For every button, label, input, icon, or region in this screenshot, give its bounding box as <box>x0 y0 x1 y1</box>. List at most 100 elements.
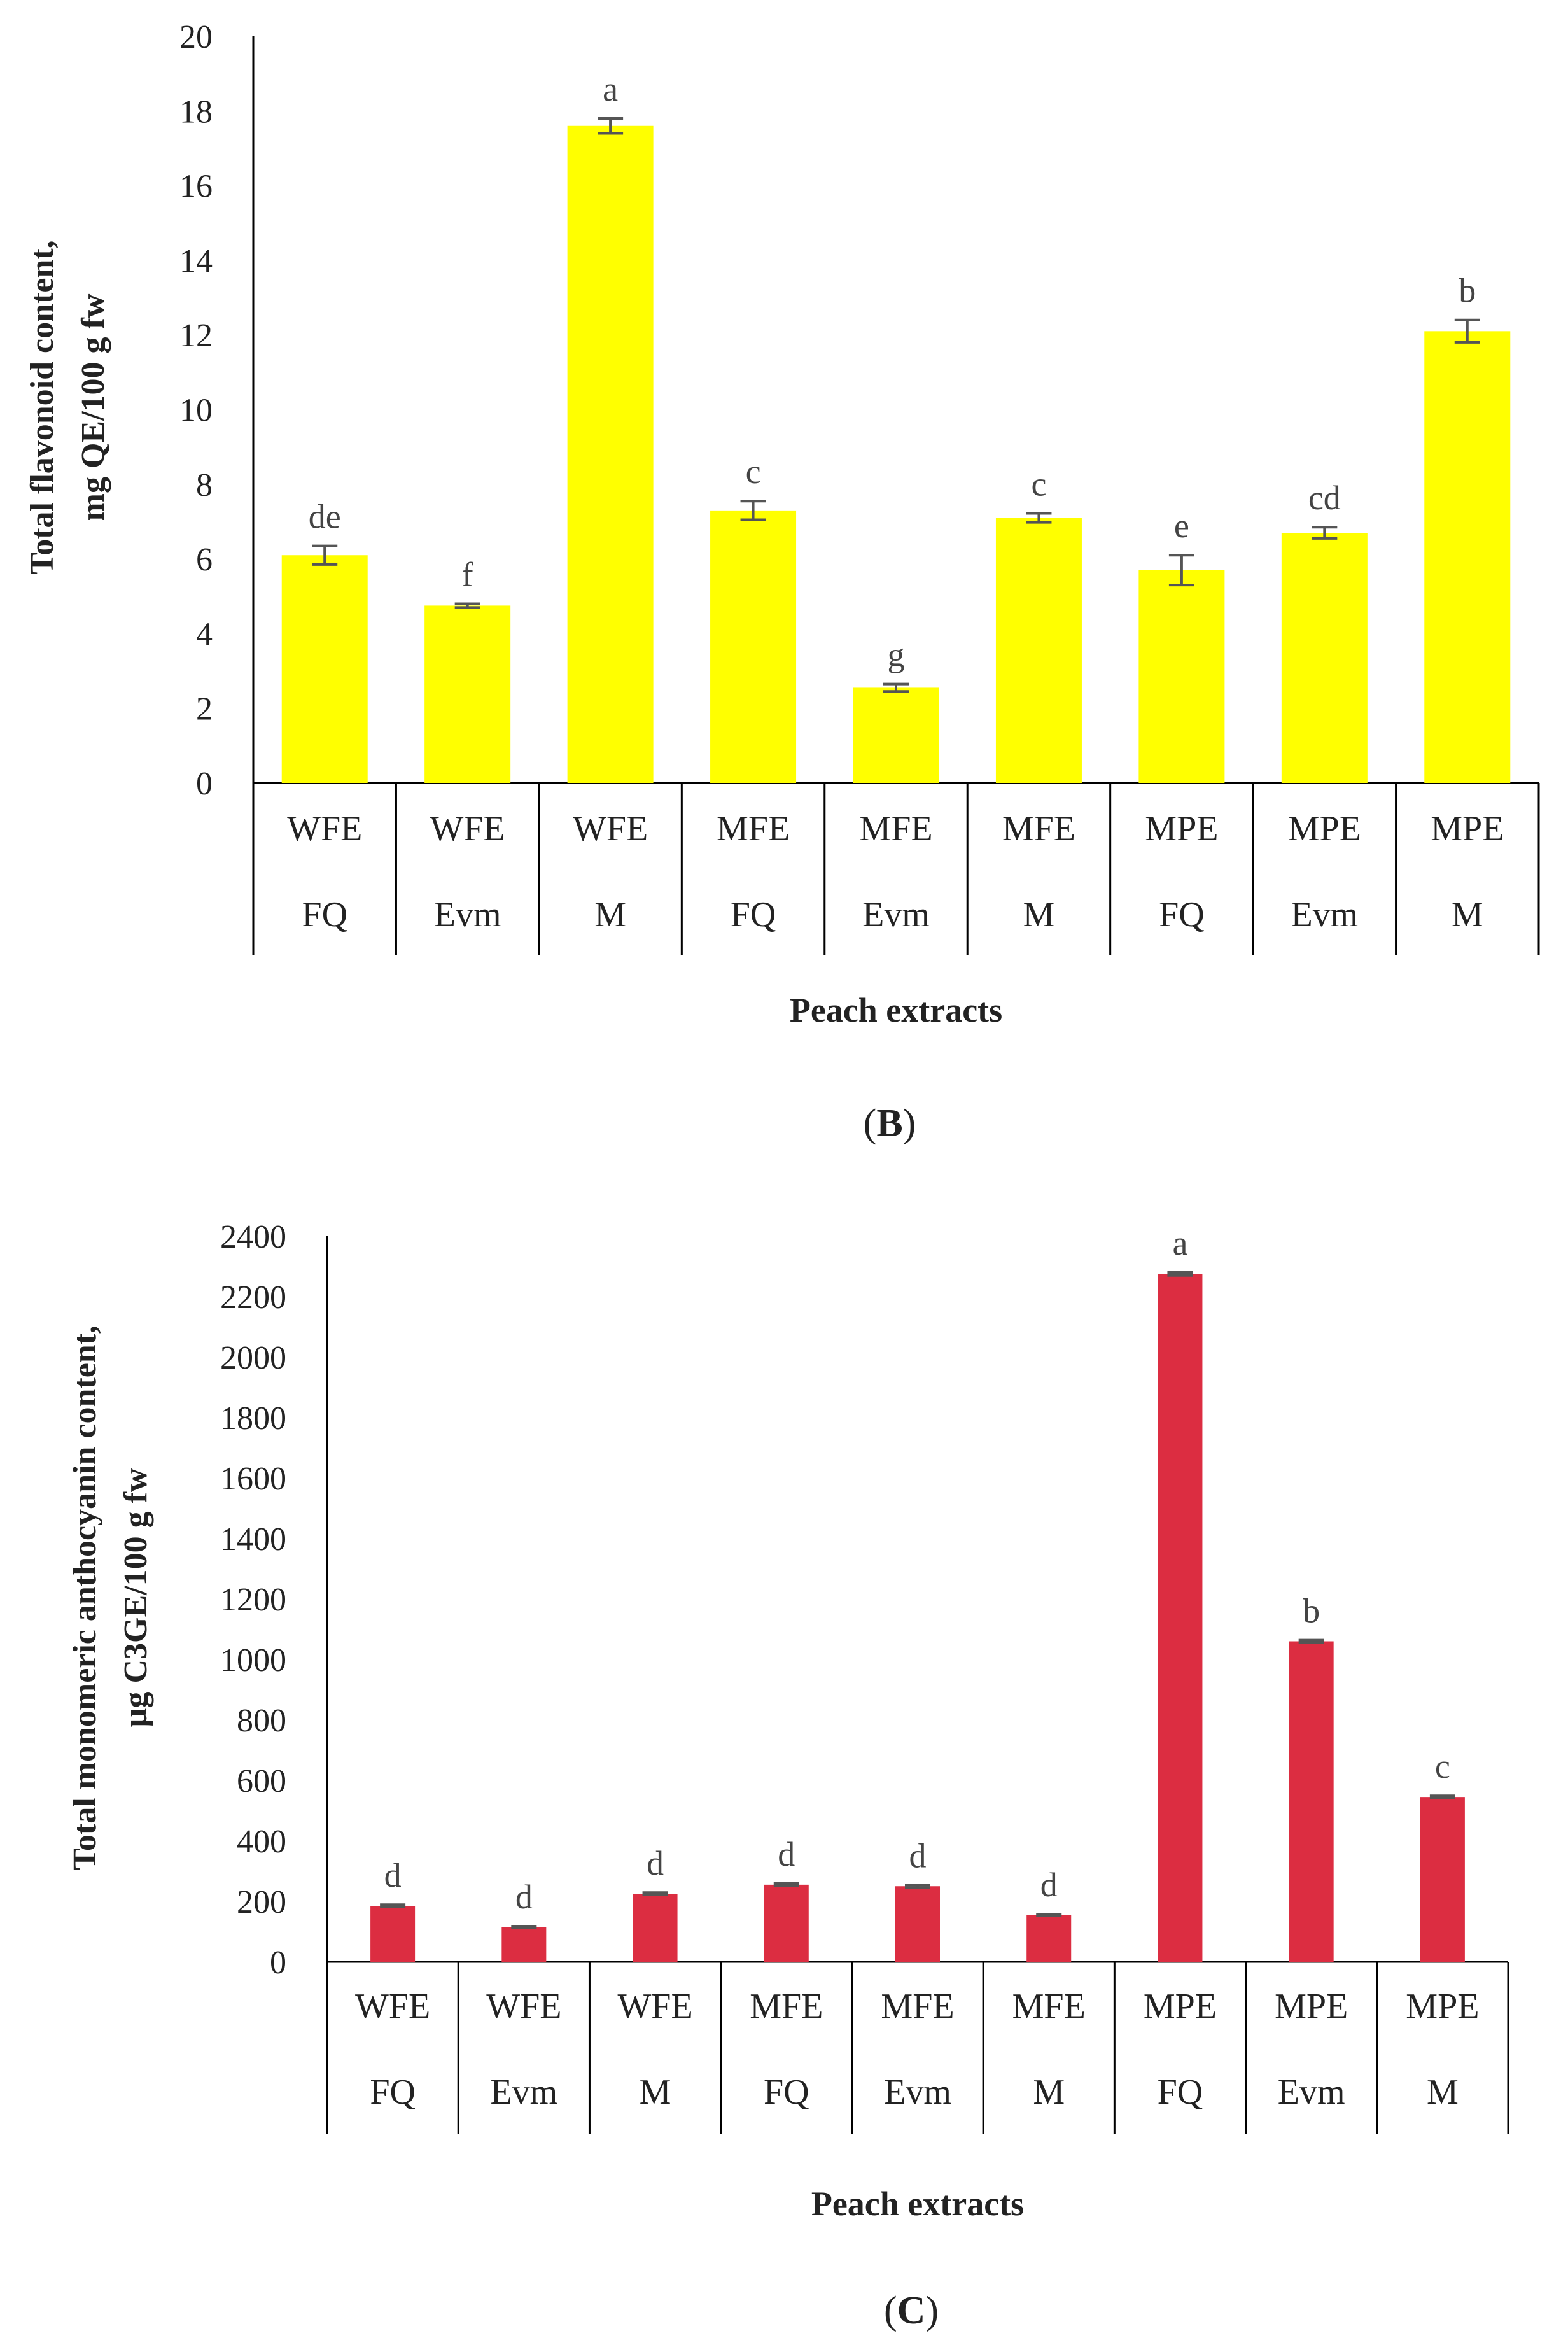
panel-c-x-axis-title: Peach extracts <box>811 2185 1024 2223</box>
panel-b-bar <box>1424 331 1511 783</box>
panel-b-y-tick-label: 18 <box>179 94 213 130</box>
panel-b-bar <box>995 518 1082 783</box>
panel-b-y-tick-label: 2 <box>196 691 213 728</box>
panel-c-bar <box>1420 1797 1465 1962</box>
panel-b-error-bar <box>312 544 338 566</box>
panel-c-error-bar <box>380 1903 406 1909</box>
panel-c-error-bar <box>1298 1638 1324 1644</box>
panel-b-y-axis-title-line2: mg QE/100 g fw <box>75 293 111 521</box>
panel-c-error-bar <box>1429 1794 1455 1800</box>
panel-b-category-label-line1: MPE <box>1431 809 1504 849</box>
panel-c-y-tick-label: 200 <box>237 1884 286 1920</box>
panel-c-significance-letter: b <box>1303 1592 1320 1630</box>
panel-b-category-label-line1: WFE <box>573 809 648 849</box>
panel-c-y-tick-label: 1600 <box>220 1461 286 1497</box>
panel-c-bar <box>501 1927 547 1962</box>
panel-b-category-label-line1: MFE <box>1002 809 1075 849</box>
panel-c-error-bar <box>773 1882 799 1887</box>
panel-b-chart: 0 2 4 6 8 10 12 14 16 18 20 de WFE FQ f WFE Evm a WFE Mc MFE… <box>24 19 1540 1145</box>
panel-c-significance-letter: d <box>515 1878 533 1916</box>
panel-c-category-label-line2: FQ <box>1158 2073 1203 2112</box>
panel-c-significance-letter: d <box>778 1835 795 1873</box>
panel-b-significance-letter: de <box>309 498 341 536</box>
panel-c-category-label-line1: MFE <box>750 1987 823 2026</box>
panel-b-y-tick-label: 14 <box>179 243 213 279</box>
panel-b-significance-letter: cd <box>1308 479 1341 517</box>
panel-b-bar <box>1281 533 1368 783</box>
panel-c-y-tick-label: 1200 <box>220 1582 286 1618</box>
panel-b-y-tick-label: 20 <box>179 19 213 55</box>
panel-c-significance-letter: d <box>384 1856 402 1894</box>
panel-c-significance-letter: a <box>1172 1224 1187 1262</box>
panel-b-significance-letter: a <box>603 70 618 108</box>
panel-c-bar <box>1289 1641 1334 1962</box>
panel-b-significance-letter: c <box>746 453 761 491</box>
panel-b-error-bar <box>883 682 909 693</box>
panel-c-category-label-line1: MPE <box>1406 1987 1479 2026</box>
panel-c-category-label-line1: MFE <box>1012 1987 1086 2026</box>
panel-b-error-bar <box>1168 554 1194 587</box>
panel-b-error-bar <box>598 117 624 135</box>
panel-c-category-label-line2: FQ <box>764 2073 809 2112</box>
panel-c-y-tick-label: 2200 <box>220 1279 286 1316</box>
panel-b-bar <box>281 555 368 783</box>
panel-c-significance-letter: c <box>1435 1747 1450 1785</box>
panel-c-bar <box>1158 1274 1203 1962</box>
panel-c-bar <box>1026 1915 1072 1962</box>
panel-b-category-label-line1: MFE <box>859 809 932 849</box>
panel-b-category-label-line2: M <box>1452 895 1483 934</box>
panel-b-y-tick-label: 0 <box>196 766 213 802</box>
panel-c-category-label-line1: WFE <box>617 1987 692 2026</box>
panel-c-error-bar <box>1036 1912 1062 1917</box>
panel-b-error-bar <box>1454 318 1480 344</box>
panel-b-y-tick-label: 12 <box>179 318 213 354</box>
panel-b-error-bar <box>454 602 480 609</box>
panel-b-category-label-line1: WFE <box>287 809 362 849</box>
panel-c-y-tick-label: 1400 <box>220 1521 286 1558</box>
panel-b-y-tick-label: 8 <box>196 467 213 504</box>
panel-b-category-label-line1: WFE <box>430 809 505 849</box>
panel-b-label: (B) <box>864 1102 916 1145</box>
panel-b-bar <box>567 125 654 783</box>
panel-b-category-label-line2: Evm <box>862 895 930 934</box>
panel-c-bar <box>370 1906 416 1962</box>
panel-c-category-label-line2: Evm <box>1278 2073 1345 2112</box>
panel-c-category-label-line1: MPE <box>1144 1987 1217 2026</box>
panel-b-category-label-line2: Evm <box>1291 895 1358 934</box>
panel-b-error-bar <box>1026 512 1052 524</box>
panel-c-category-label-line2: FQ <box>370 2073 416 2112</box>
panel-b-category-label-line2: M <box>594 895 626 934</box>
panel-b-x-axis-title: Peach extracts <box>790 991 1002 1029</box>
panel-b-bar <box>424 605 511 783</box>
panel-c-y-axis-title-line1: Total monomeric anthocyanin content, <box>67 1325 103 1870</box>
panel-b-category-label-line2: FQ <box>1159 895 1205 934</box>
panel-b-category-label-line2: M <box>1023 895 1055 934</box>
panel-c-category-label-line2: M <box>1033 2073 1065 2112</box>
panel-b-y-tick-label: 10 <box>179 393 213 429</box>
panel-c-chart: 0 200 400 600 800 1000 1200 1400 1600 1800 2000 220… <box>67 1219 1509 2332</box>
panel-c-category-label-line1: WFE <box>355 1987 430 2026</box>
panel-c-y-tick-label: 0 <box>270 1945 286 1981</box>
panel-b-significance-letter: e <box>1174 507 1189 545</box>
panel-c-category-label-line2: M <box>640 2073 671 2112</box>
panel-c-category-label-line1: MFE <box>881 1987 954 2026</box>
panel-c-y-tick-label: 400 <box>237 1824 286 1860</box>
panel-c-y-tick-label: 2000 <box>220 1340 286 1376</box>
panel-b-significance-letter: c <box>1031 465 1046 504</box>
panel-b-bar <box>853 687 939 783</box>
panel-b-y-tick-label: 4 <box>196 616 213 652</box>
panel-c-significance-letter: d <box>647 1844 664 1882</box>
panel-c-error-bar <box>905 1884 930 1889</box>
panel-c-error-bar <box>1167 1271 1193 1277</box>
panel-c-bar <box>895 1886 940 1962</box>
panel-b-bar <box>1138 570 1225 783</box>
panel-c-error-bar <box>642 1891 668 1897</box>
panel-c-error-bar <box>511 1924 537 1929</box>
panel-b-y-tick-label: 16 <box>179 169 213 205</box>
panel-c-y-tick-label: 2400 <box>220 1219 286 1255</box>
panel-b-bar <box>710 510 797 783</box>
panel-c-y-tick-label: 600 <box>237 1763 286 1799</box>
panel-b-y-axis-title-line1: Total flavonoid content, <box>24 240 60 574</box>
panel-c-y-tick-label: 1000 <box>220 1642 286 1679</box>
